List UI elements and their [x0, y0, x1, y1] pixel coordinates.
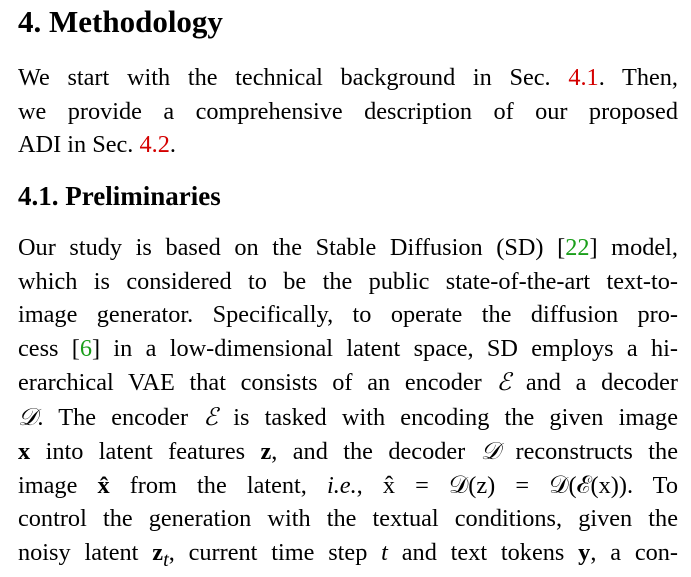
text: . — [169, 131, 176, 158]
text: image — [18, 471, 98, 499]
subsection-title: Preliminaries — [65, 181, 221, 211]
body-line-9: control the generation with the textual … — [18, 505, 678, 532]
text: , a con- — [590, 538, 678, 566]
encoder-symbol: ℰ — [203, 401, 219, 431]
text: ] — [92, 334, 101, 362]
body-line-1: Our study is based on the Stable Diffusi… — [18, 231, 678, 265]
ie-abbrev: i.e. — [326, 471, 357, 499]
text: [ — [71, 334, 80, 362]
text: into latent features — [30, 438, 261, 465]
decoder-symbol: 𝒟 — [18, 401, 38, 431]
text: . Then, — [598, 64, 678, 91]
text: reconstructs the — [500, 438, 678, 465]
text: We start with the technical background i… — [18, 64, 569, 91]
text: cess — [18, 334, 72, 362]
math-t: t — [381, 538, 388, 566]
encoder-symbol: ℰ — [496, 367, 512, 396]
body-line-2: which is considered to be the public sta… — [18, 267, 678, 295]
text: ADI in Sec. — [18, 131, 140, 158]
section-ref-link[interactable]: 4.2 — [139, 131, 170, 158]
subsection-heading: 4.1. Preliminaries — [18, 178, 221, 214]
text: erarchical VAE that consists of an encod… — [18, 369, 497, 396]
intro-paragraph: We start with the technical background i… — [18, 61, 678, 162]
text: . To — [626, 471, 678, 499]
decoder-symbol: 𝒟 — [480, 436, 501, 465]
section-ref-link[interactable]: 4.1 — [568, 64, 599, 91]
intro-line-3: ADI in Sec. 4.2. — [18, 128, 678, 162]
text: from the latent, — [109, 471, 327, 499]
body-line-10: noisy latent zt, current time step t and… — [18, 536, 678, 577]
math-z: z — [152, 538, 164, 566]
citation-link[interactable]: 22 — [565, 234, 590, 261]
section-title: Methodology — [49, 4, 223, 39]
text: noisy latent — [18, 538, 153, 566]
math-y: y — [578, 538, 591, 566]
body-line-5: erarchical VAE that consists of an encod… — [18, 365, 678, 400]
text: [ — [557, 234, 566, 261]
body-line-7: x into latent features z, and the decode… — [18, 434, 678, 469]
body-line-8: image x̂ from the latent, i.e., x̂ = 𝒟(z… — [18, 469, 678, 503]
text: . The encoder — [37, 403, 204, 431]
subsection-number: 4.1. — [18, 181, 59, 211]
section-heading: 4. Methodology — [18, 2, 223, 42]
text: in a low-dimensional latent space, SD em… — [100, 334, 678, 362]
text: and text tokens — [387, 538, 579, 566]
text: , current time step — [168, 538, 382, 566]
intro-line-1: We start with the technical background i… — [18, 61, 678, 95]
math-x-hat: x̂ — [97, 471, 110, 499]
text: and a decoder — [511, 369, 678, 396]
text: model, — [597, 234, 678, 261]
section-number: 4. — [18, 4, 42, 39]
preliminaries-paragraph: Our study is based on the Stable Diffusi… — [18, 231, 678, 577]
text: Our study is based on the Stable Diffusi… — [18, 234, 558, 261]
body-line-6: 𝒟. The encoder ℰ is tasked with encoding… — [18, 400, 678, 435]
text: , — [356, 471, 383, 499]
math-z: z — [260, 438, 272, 465]
math-subscript-t: t — [163, 548, 169, 571]
body-line-4: cess [6] in a low-dimensional latent spa… — [18, 332, 678, 366]
text: is tasked with encoding the given image — [218, 403, 678, 431]
math-x: x — [18, 438, 31, 465]
body-line-3: image generator. Specifically, to operat… — [18, 301, 678, 328]
intro-line-2: we provide a comprehensive description o… — [18, 97, 678, 125]
text: , and the decoder — [271, 438, 481, 465]
text: ] — [589, 234, 598, 261]
reconstruction-equation: x̂ = 𝒟(z) = 𝒟(ℰ(x)) — [382, 471, 627, 499]
citation-link[interactable]: 6 — [79, 334, 93, 362]
